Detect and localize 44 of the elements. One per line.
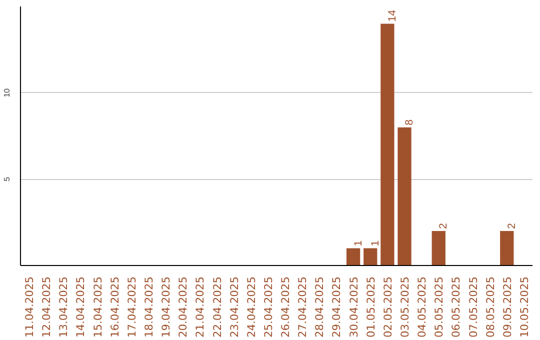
x-tick-label: 09.05.2025 — [500, 276, 514, 338]
x-tick-label: 07.05.2025 — [466, 276, 480, 338]
x-tick-label: 20.04.2025 — [176, 276, 190, 338]
data-label: 2 — [438, 222, 450, 229]
x-tick-label: 12.04.2025 — [40, 276, 54, 338]
x-tick-label: 18.04.2025 — [142, 276, 156, 338]
x-tick-label: 02.05.2025 — [381, 276, 394, 338]
bar — [432, 230, 446, 266]
x-tick-label: 14.04.2025 — [74, 276, 88, 338]
x-tick-label: 26.04.2025 — [279, 276, 292, 338]
bar — [398, 127, 412, 266]
x-tick-label: 16.04.2025 — [108, 276, 122, 338]
x-tick-label: 13.04.2025 — [57, 276, 70, 338]
x-tick-label: 28.04.2025 — [313, 276, 326, 338]
x-tick-label: 11.04.2025 — [23, 276, 36, 338]
x-tick-label: 22.04.2025 — [210, 276, 224, 338]
x-tick-label: 21.04.2025 — [194, 276, 207, 338]
x-tick-label: 01.05.2025 — [364, 276, 378, 338]
x-tick-label: 29.04.2025 — [330, 276, 344, 338]
data-label: 1 — [352, 240, 364, 246]
x-tick-label: 19.04.2025 — [160, 276, 173, 338]
bar — [364, 248, 378, 266]
x-tick-label: 24.04.2025 — [244, 276, 258, 338]
data-label: 1 — [369, 240, 382, 246]
x-tick-label: 05.05.2025 — [432, 276, 446, 338]
x-tick-label: 15.04.2025 — [91, 276, 104, 338]
bar — [346, 248, 360, 266]
x-tick-label: 23.04.2025 — [228, 276, 241, 338]
bar — [380, 24, 394, 266]
x-tick-label: 17.04.2025 — [125, 276, 138, 338]
x-tick-label: 10.05.2025 — [518, 276, 531, 338]
x-tick-label: 08.05.2025 — [484, 276, 497, 338]
x-tick-label: 03.05.2025 — [398, 276, 412, 338]
data-label: 8 — [404, 119, 416, 126]
data-label: 14 — [386, 10, 398, 22]
x-tick-label: 25.04.2025 — [262, 276, 275, 338]
x-tick-label: 06.05.2025 — [450, 276, 463, 338]
y-tick-label: 5 — [2, 176, 12, 182]
x-tick-label: 30.04.2025 — [347, 276, 360, 338]
data-label: 2 — [506, 222, 518, 229]
x-tick-label: 27.04.2025 — [296, 276, 310, 338]
bar — [500, 230, 514, 266]
y-tick-label: 10 — [2, 88, 12, 98]
x-tick-label: 04.05.2025 — [416, 276, 429, 338]
